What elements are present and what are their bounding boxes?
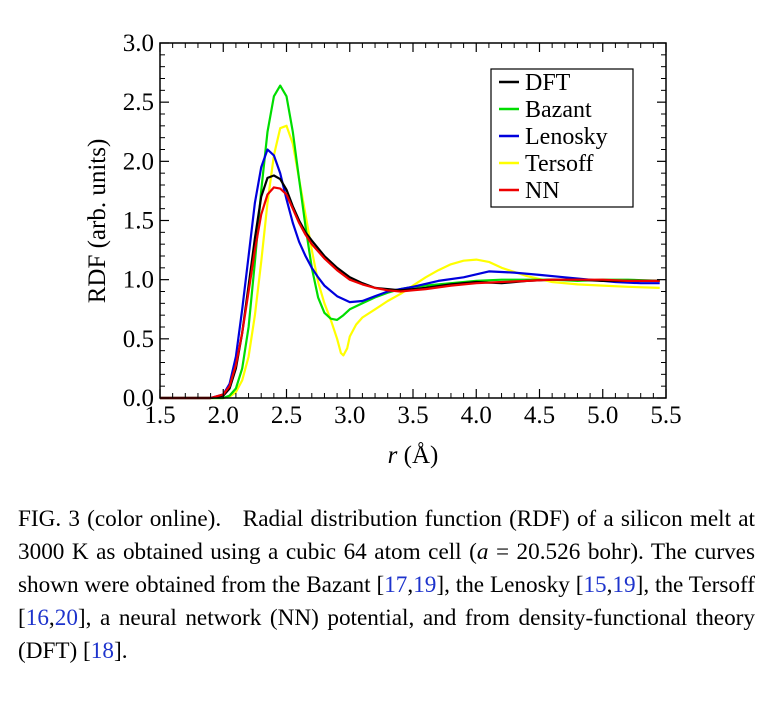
x-tick-label: 2.5 xyxy=(271,402,302,429)
citation-18[interactable]: 18 xyxy=(90,638,114,664)
y-tick-label: 2.0 xyxy=(123,148,154,175)
x-tick-label: 2.0 xyxy=(208,402,239,429)
rdf-figure: 1.5 2.0 2.5 3.0 3.5 4.0 4.5 5.0 5.5 0.0 0.5 1.0 1.5 2… xyxy=(84,30,682,469)
y-axis-label: RDF (arb. units) xyxy=(84,139,111,304)
x-tick-label: 4.0 xyxy=(461,402,492,429)
citation-19[interactable]: 19 xyxy=(612,572,636,598)
citation-16[interactable]: 16 xyxy=(25,605,49,631)
figure-caption: FIG. 3 (color online). Radial distributi… xyxy=(18,506,755,664)
axis-ticks xyxy=(159,42,667,399)
legend-label-tersoff: Tersoff xyxy=(525,151,594,177)
y-tick-label: 2.5 xyxy=(123,89,154,116)
rdf-chart: 1.5 2.0 2.5 3.0 3.5 4.0 4.5 5.0 5.5 0.0 0.5 1.0 1.5 2… xyxy=(84,30,682,469)
caption-text-5: ], a neural network (NN) potential, and … xyxy=(18,605,755,664)
x-axis-label: r (Å) xyxy=(388,442,439,469)
legend-label-bazant: Bazant xyxy=(525,97,592,123)
caption-text-3: ], the Lenosky [ xyxy=(436,572,584,598)
x-tick-label: 5.5 xyxy=(650,402,681,429)
x-tick-label: 3.0 xyxy=(334,402,365,429)
series-curves xyxy=(160,84,660,400)
citation-17[interactable]: 17 xyxy=(384,572,408,598)
legend-label-dft: DFT xyxy=(525,70,571,96)
x-tick-label: 1.5 xyxy=(144,402,175,429)
series-line-nn xyxy=(160,186,660,400)
caption-fig-label: FIG. 3 (color online). xyxy=(18,506,222,532)
citation-19[interactable]: 19 xyxy=(413,572,437,598)
caption-text-6: ]. xyxy=(113,638,128,664)
y-tick-label: 1.5 xyxy=(123,208,154,235)
x-tick-label: 4.5 xyxy=(524,402,555,429)
citation-15[interactable]: 15 xyxy=(583,572,607,598)
citation-20[interactable]: 20 xyxy=(54,605,78,631)
caption-var-a: a xyxy=(476,539,489,565)
legend-label-nn: NN xyxy=(525,178,560,204)
series-line-lenosky xyxy=(160,148,660,400)
x-axis-variable: r xyxy=(388,442,398,469)
x-axis-unit: (Å) xyxy=(404,442,439,469)
y-tick-label: 0.5 xyxy=(123,326,154,353)
series-line-bazant xyxy=(160,84,660,400)
x-tick-label: 5.0 xyxy=(587,402,618,429)
caption-text-1: Radial distribution function (RDF) of a … xyxy=(18,506,755,565)
caption-text-2: = 20.526 bohr). The curves shown were ob… xyxy=(18,539,755,598)
x-tick-label: 3.5 xyxy=(397,402,428,429)
legend-label-lenosky: Lenosky xyxy=(525,124,608,150)
y-tick-label: 0.0 xyxy=(123,385,154,412)
caption-text-4: ], the Tersoff [ xyxy=(18,572,755,631)
y-tick-label: 1.0 xyxy=(123,267,154,294)
legend-box xyxy=(490,68,634,208)
series-line-tersoff xyxy=(160,124,660,400)
axis-tick-labels: 1.5 2.0 2.5 3.0 3.5 4.0 4.5 5.0 5.5 0.0 0.5 1.0 1.5 2… xyxy=(123,30,682,429)
y-tick-label: 3.0 xyxy=(123,30,154,57)
